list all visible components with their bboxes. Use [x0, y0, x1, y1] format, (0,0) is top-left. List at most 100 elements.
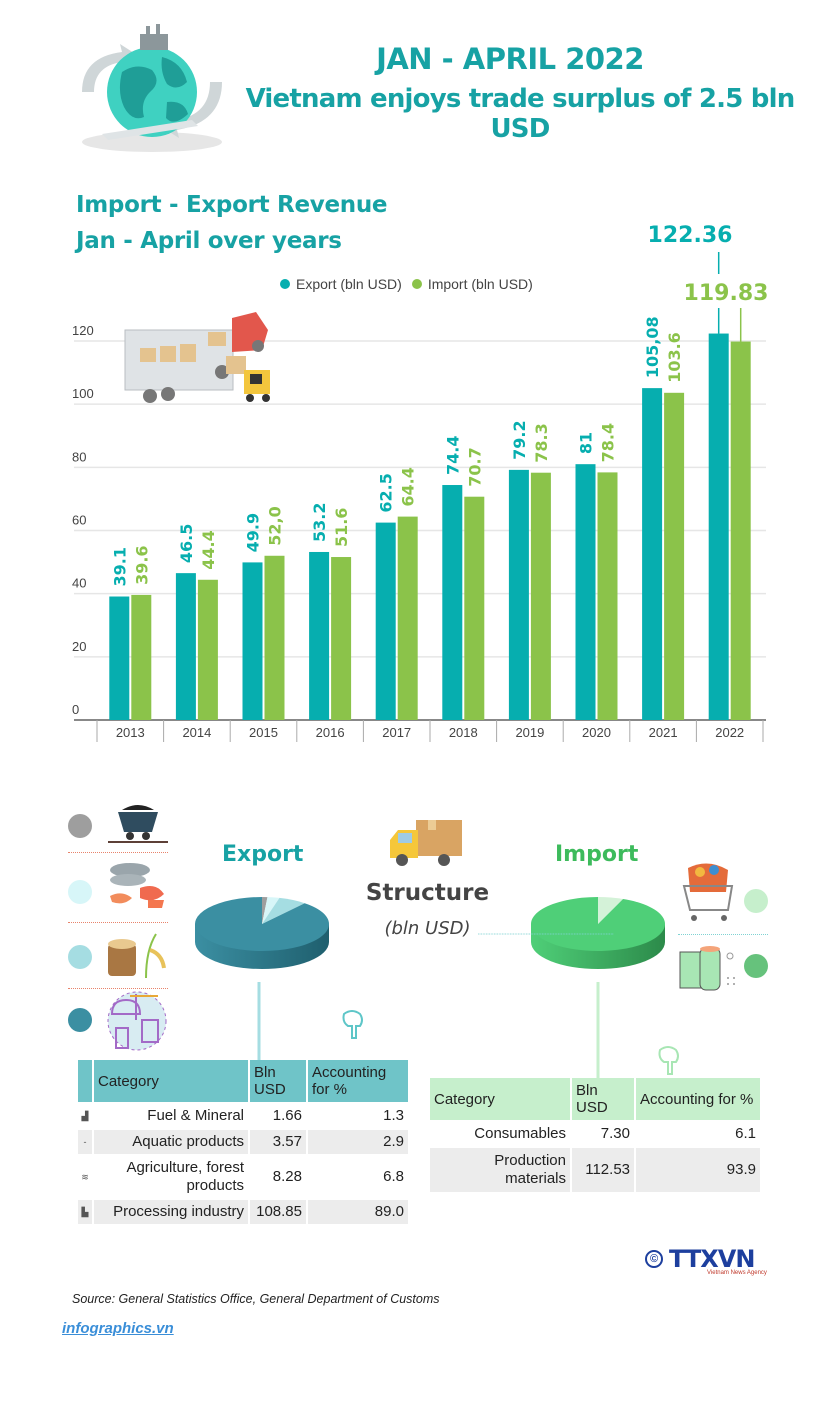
header-value: Bln USD — [250, 1060, 308, 1102]
data-label-export: 46.5 — [177, 524, 196, 563]
x-tick-label: 2019 — [515, 725, 544, 740]
y-tick-label: 120 — [72, 323, 94, 338]
y-tick-label: 20 — [72, 639, 86, 654]
y-tick-label: 40 — [72, 576, 86, 591]
pie-slice — [194, 897, 329, 951]
table-row: - Aquatic products 3.57 2.9 — [78, 1130, 410, 1154]
row-value: 1.66 — [250, 1104, 308, 1128]
bar-import — [264, 555, 285, 720]
globe-trade-icon — [62, 22, 242, 157]
pie-slice — [262, 897, 268, 924]
factory-icon: ▙ — [78, 1200, 94, 1224]
row-percent: 93.9 — [636, 1148, 762, 1192]
bar-import — [464, 496, 485, 720]
row-value: 108.85 — [250, 1200, 308, 1224]
y-tick-label: 0 — [72, 702, 79, 717]
data-label-import: 64.4 — [399, 467, 418, 506]
export-pie-chart — [194, 897, 329, 969]
row-category: Fuel & Mineral — [94, 1104, 250, 1128]
row-percent: 89.0 — [308, 1200, 410, 1224]
bar-export — [575, 464, 596, 720]
y-tick-label: 80 — [72, 449, 86, 464]
truck-forklift-icon — [124, 312, 270, 403]
table-row: ≋ Agriculture, forest products 8.28 6.8 — [78, 1156, 410, 1198]
data-label-export: 62.5 — [377, 473, 396, 512]
x-tick-label: 2015 — [249, 725, 278, 740]
source-note: Source: General Statistics Office, Gener… — [72, 1292, 440, 1306]
import-pie-chart — [530, 897, 665, 969]
bar-import — [131, 594, 152, 720]
delivery-truck-icon — [388, 818, 464, 870]
bar-import — [197, 579, 218, 720]
divider — [68, 988, 168, 989]
pie-slice — [530, 897, 665, 952]
wood-rice-icon — [106, 930, 168, 980]
chart-subtitle: Jan - April over years — [76, 228, 342, 254]
site-link[interactable]: infographics.vn — [62, 1320, 174, 1337]
chart-legend: Export (bln USD) Import (bln USD) — [280, 276, 537, 292]
row-category: Production materials — [430, 1148, 572, 1192]
row-value: 8.28 — [250, 1156, 308, 1198]
row-category: Processing industry — [94, 1200, 250, 1224]
x-tick-label: 2017 — [382, 725, 411, 740]
y-tick-label: 60 — [72, 513, 86, 528]
legend-dot-aquatic — [68, 880, 92, 904]
data-label-export: 49.9 — [244, 513, 263, 552]
header-percent: Accounting for % — [636, 1078, 762, 1120]
header-value: Bln USD — [572, 1078, 636, 1120]
bar-export — [442, 485, 463, 720]
ttxvn-logo: © TTXVN Vietnam News Agency — [645, 1245, 767, 1276]
bar-import — [331, 557, 352, 720]
bar-export — [175, 573, 196, 720]
data-label-import: 39.6 — [132, 545, 151, 584]
legend-dot-import — [411, 279, 422, 289]
icon-column-header — [78, 1060, 94, 1102]
row-value: 7.30 — [572, 1122, 636, 1146]
legend-dot-processing — [68, 1008, 92, 1032]
data-label-import: 103.6 — [665, 332, 684, 383]
x-tick-label: 2022 — [715, 725, 744, 740]
legend-label-import: Import (bln USD) — [427, 276, 533, 292]
pointing-hand-icon-export — [342, 1010, 363, 1039]
data-label-export: 122.36 — [648, 223, 733, 248]
x-tick-label: 2014 — [182, 725, 211, 740]
legend-dot-consumables — [744, 889, 768, 913]
bar-export — [309, 551, 330, 720]
divider — [68, 852, 168, 853]
legend-dot-production — [744, 954, 768, 978]
material-rolls-icon — [678, 944, 740, 992]
legend-dot-export — [280, 279, 290, 289]
y-tick-label: 100 — [72, 386, 94, 401]
row-category: Agriculture, forest products — [94, 1156, 250, 1198]
data-label-export: 74.4 — [443, 436, 462, 475]
data-label-export: 105,08 — [643, 316, 662, 378]
brand-name: TTXVN — [669, 1245, 755, 1273]
fish-icon — [104, 858, 168, 912]
row-percent: 1.3 — [308, 1104, 410, 1128]
row-percent: 6.8 — [308, 1156, 410, 1198]
x-tick-label: 2020 — [582, 725, 611, 740]
x-tick-label: 2018 — [449, 725, 478, 740]
bar-import — [664, 392, 685, 720]
row-value: 3.57 — [250, 1130, 308, 1154]
import-table-header: Category Bln USD Accounting for % — [430, 1078, 762, 1120]
table-row: ▟ Fuel & Mineral 1.66 1.3 — [78, 1104, 410, 1128]
coal-cart-icon — [108, 802, 168, 846]
row-percent: 6.1 — [636, 1122, 762, 1146]
legend-item-import: Import (bln USD) — [411, 276, 533, 292]
data-label-import: 44.4 — [199, 530, 218, 569]
row-percent: 2.9 — [308, 1130, 410, 1154]
bar-export — [508, 469, 529, 720]
table-row: Consumables 7.30 6.1 — [430, 1122, 762, 1146]
legend-label-export: Export (bln USD) — [296, 276, 402, 292]
data-label-import: 52,0 — [266, 506, 285, 545]
pie-slice — [262, 897, 305, 924]
main-subtitle: Vietnam enjoys trade surplus of 2.5 bln … — [245, 84, 796, 144]
data-label-export: 39.1 — [110, 547, 129, 586]
import-table: Category Bln USD Accounting for % Consum… — [430, 1076, 762, 1194]
divider — [678, 934, 768, 935]
bar-export — [708, 333, 729, 720]
export-table-header: Category Bln USD Accounting for % — [78, 1060, 410, 1102]
row-category: Consumables — [430, 1122, 572, 1146]
row-value: 112.53 — [572, 1148, 636, 1192]
